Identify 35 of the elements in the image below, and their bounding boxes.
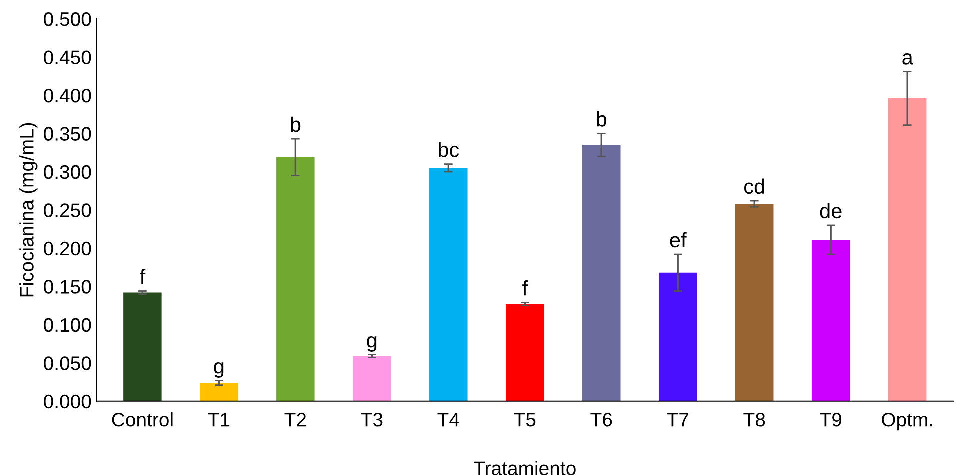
y-tick-label: 0.400 — [44, 88, 92, 103]
x-tick-label: T2 — [284, 413, 306, 427]
x-tick-label: T4 — [438, 413, 460, 427]
y-tick-label: 0.150 — [44, 280, 92, 294]
x-tick-label: Control — [112, 412, 173, 427]
y-tick-label: 0.350 — [44, 127, 92, 141]
y-tick-label: 0.250 — [44, 204, 92, 218]
annotation: f — [522, 280, 528, 296]
x-tick-label: Optm. — [882, 413, 932, 431]
y-axis-title: Ficocianina (mg/mL) — [20, 123, 38, 297]
y-tick-label: 0.050 — [44, 356, 92, 370]
x-tick-label: T7 — [667, 413, 688, 427]
y-tick-label: 0.000 — [44, 394, 92, 409]
annotation: b — [291, 116, 301, 132]
x-tick-label: T8 — [744, 413, 766, 427]
y-tick-label: 0.100 — [44, 318, 92, 332]
annotation: de — [820, 203, 842, 219]
y-tick-label: 0.300 — [44, 165, 92, 180]
annotation: g — [214, 362, 224, 378]
annotation: a — [902, 53, 914, 65]
x-tick-label: T5 — [514, 413, 536, 427]
annotation: ef — [670, 232, 687, 248]
annotation: b — [597, 112, 607, 127]
annotation: bc — [438, 142, 460, 158]
x-axis-title: Tratamiento — [474, 461, 576, 475]
x-tick-label: T1 — [208, 413, 230, 427]
annotation: cd — [744, 178, 764, 194]
annotation: f — [140, 269, 146, 284]
x-tick-label: T6 — [590, 413, 612, 427]
y-tick-label: 0.500 — [44, 12, 92, 26]
annotation: g — [367, 336, 377, 352]
y-tick-label: 0.450 — [44, 50, 92, 64]
y-tick-label: 0.200 — [44, 242, 92, 256]
x-tick-label: T3 — [361, 413, 383, 427]
x-tick-label: T9 — [820, 413, 842, 427]
